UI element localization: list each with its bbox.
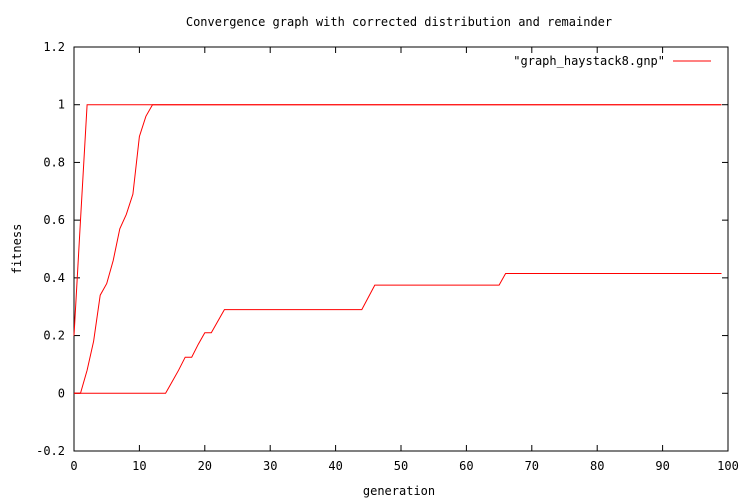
y-tick-label: 1 xyxy=(58,98,65,112)
series-line-1 xyxy=(73,104,722,336)
y-axis-label: fitness xyxy=(10,224,24,275)
x-tick-label: 10 xyxy=(132,459,146,473)
axis-ticks: 0 10 20 30 40 50 60 70 80 90 100 -0.2 0 0.2 0.4 0.6 0.8 1… xyxy=(36,40,739,473)
y-tick-label: 0.6 xyxy=(43,213,65,227)
x-tick-label: 90 xyxy=(655,459,669,473)
y-tick-label: 0.2 xyxy=(43,329,65,343)
y-tick-label: 0.8 xyxy=(43,155,65,169)
series-line-3 xyxy=(74,273,722,394)
plot-frame xyxy=(73,46,729,452)
y-tick-label: 0 xyxy=(58,386,65,400)
series-line-2 xyxy=(74,104,722,394)
x-tick-label: 100 xyxy=(717,459,739,473)
legend-label: "graph_haystack8.gnp" xyxy=(513,54,665,68)
x-axis-label: generation xyxy=(363,484,435,498)
legend: "graph_haystack8.gnp" xyxy=(513,54,711,68)
chart-title: Convergence graph with corrected distrib… xyxy=(186,15,612,29)
x-tick-label: 30 xyxy=(263,459,277,473)
x-tick-label: 60 xyxy=(459,459,473,473)
y-tick-label: 1.2 xyxy=(43,40,65,54)
x-tick-label: 40 xyxy=(328,459,342,473)
x-tick-label: 50 xyxy=(394,459,408,473)
x-tick-label: 0 xyxy=(70,459,77,473)
series-layer xyxy=(73,104,722,394)
x-tick-label: 70 xyxy=(525,459,539,473)
y-tick-label: -0.2 xyxy=(36,444,65,458)
plot-border xyxy=(73,46,729,452)
x-tick-label: 80 xyxy=(590,459,604,473)
x-tick-label: 20 xyxy=(198,459,212,473)
y-tick-label: 0.4 xyxy=(43,271,65,285)
